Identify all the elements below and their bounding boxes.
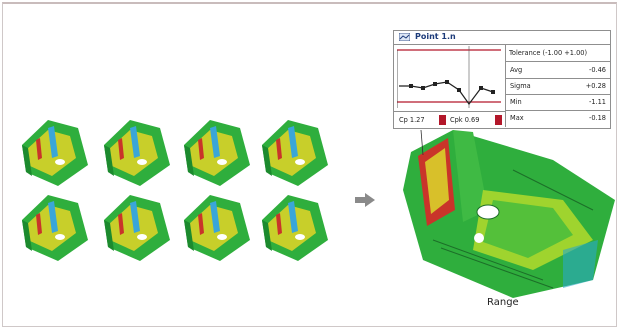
point-chart-icon <box>399 33 410 41</box>
stat-label: Min <box>510 98 522 106</box>
point-trend-plot <box>397 46 501 108</box>
stat-label: Max <box>510 114 524 122</box>
thumbnail-surface-7 <box>184 195 250 261</box>
thumbnail-surface-4 <box>262 120 328 186</box>
cpk-indicator <box>495 115 502 125</box>
stat-label: Sigma <box>510 82 531 90</box>
thumbnail-surface-1 <box>22 120 88 186</box>
right-arrow-icon <box>355 193 375 207</box>
range-surface-model <box>403 130 615 298</box>
stat-value: +0.28 <box>585 82 606 90</box>
range-caption: Range <box>487 297 519 308</box>
stat-row-max: Max -0.18 <box>506 110 610 126</box>
cpk-label: Cpk 0.69 <box>450 116 480 124</box>
stat-label: Avg <box>510 66 523 74</box>
thumbnail-surface-6 <box>104 195 170 261</box>
stat-value: -0.46 <box>588 66 606 74</box>
stat-value: -1.11 <box>588 98 606 106</box>
cp-indicator <box>439 115 446 125</box>
capability-row: Cp 1.27 Cpk 0.69 <box>394 111 505 128</box>
thumbnail-surface-2 <box>104 120 170 186</box>
panel-title: Point 1.n <box>415 32 456 41</box>
stat-row-sigma: Sigma +0.28 <box>506 78 610 95</box>
thumbnail-surface-8 <box>262 195 328 261</box>
point-inspection-panel: Point 1.n Tolerance (-1.00 +1.00) Avg -0… <box>393 30 611 129</box>
statistics-table: Tolerance (-1.00 +1.00) Avg -0.46 Sigma … <box>505 45 610 127</box>
stat-value: -0.18 <box>588 114 606 122</box>
thumbnail-surface-3 <box>184 120 250 186</box>
tolerance-row: Tolerance (-1.00 +1.00) <box>506 45 610 62</box>
tolerance-label: Tolerance (-1.00 +1.00) <box>509 49 588 57</box>
stat-row-min: Min -1.11 <box>506 94 610 111</box>
panel-title-bar: Point 1.n <box>394 31 610 45</box>
cp-label: Cp 1.27 <box>399 116 425 124</box>
stat-row-avg: Avg -0.46 <box>506 62 610 79</box>
thumbnail-surface-5 <box>22 195 88 261</box>
